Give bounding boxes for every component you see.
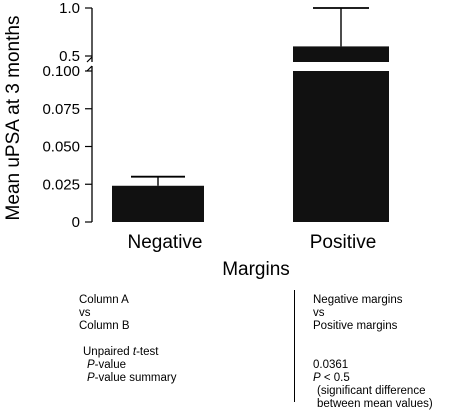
stats-divider <box>294 290 295 402</box>
stats-right-column: Negative margins vs Positive margins 0.0… <box>313 294 433 411</box>
y-tick-label: 0.025 <box>42 176 80 193</box>
stats-column-a: Column A <box>79 294 129 306</box>
y-tick-label: 0.075 <box>42 101 80 118</box>
y-axis-break-mark-upper <box>86 56 93 63</box>
stats-left-column: Column A vs Column B Unpaired t-test P-v… <box>79 294 176 385</box>
stats-vs: vs <box>79 307 91 319</box>
y-tick-label: 0.100 <box>42 63 80 80</box>
y-axis-title: Mean uPSA at 3 months <box>3 16 24 221</box>
bar-positive-upper-segment <box>293 46 389 62</box>
y-tick-label: 0 <box>72 214 80 231</box>
y-tick-label: 1.0 <box>59 0 80 17</box>
stats-note-line1: (significant difference <box>317 385 426 397</box>
bars <box>112 7 389 222</box>
category-label-positive: Positive <box>310 232 377 253</box>
stats-test-name: Unpaired t-test <box>83 346 159 358</box>
y-tick-label: 0.5 <box>59 48 80 65</box>
y-axis-break-mark-lower <box>86 65 93 72</box>
stats-negative-margins: Negative margins <box>313 294 403 306</box>
stats-column-b: Column B <box>79 320 130 332</box>
stats-vs-right: vs <box>313 307 325 319</box>
stats-pvalue-summary-label: P-value summary <box>87 372 177 384</box>
stats-pvalue: 0.0361 <box>313 359 349 371</box>
stats-pvalue-label: P-value <box>87 359 126 371</box>
stats-pvalue-summary: P < 0.5 <box>313 372 350 384</box>
stats-note-line2: between mean values) <box>317 398 433 410</box>
bar-positive-lower-segment <box>293 71 389 222</box>
x-axis-title: Margins <box>222 259 290 280</box>
stats-positive-margins: Positive margins <box>313 320 398 332</box>
y-tick-label: 0.050 <box>42 139 80 156</box>
bar-negative <box>112 185 204 222</box>
category-label-negative: Negative <box>128 232 203 253</box>
